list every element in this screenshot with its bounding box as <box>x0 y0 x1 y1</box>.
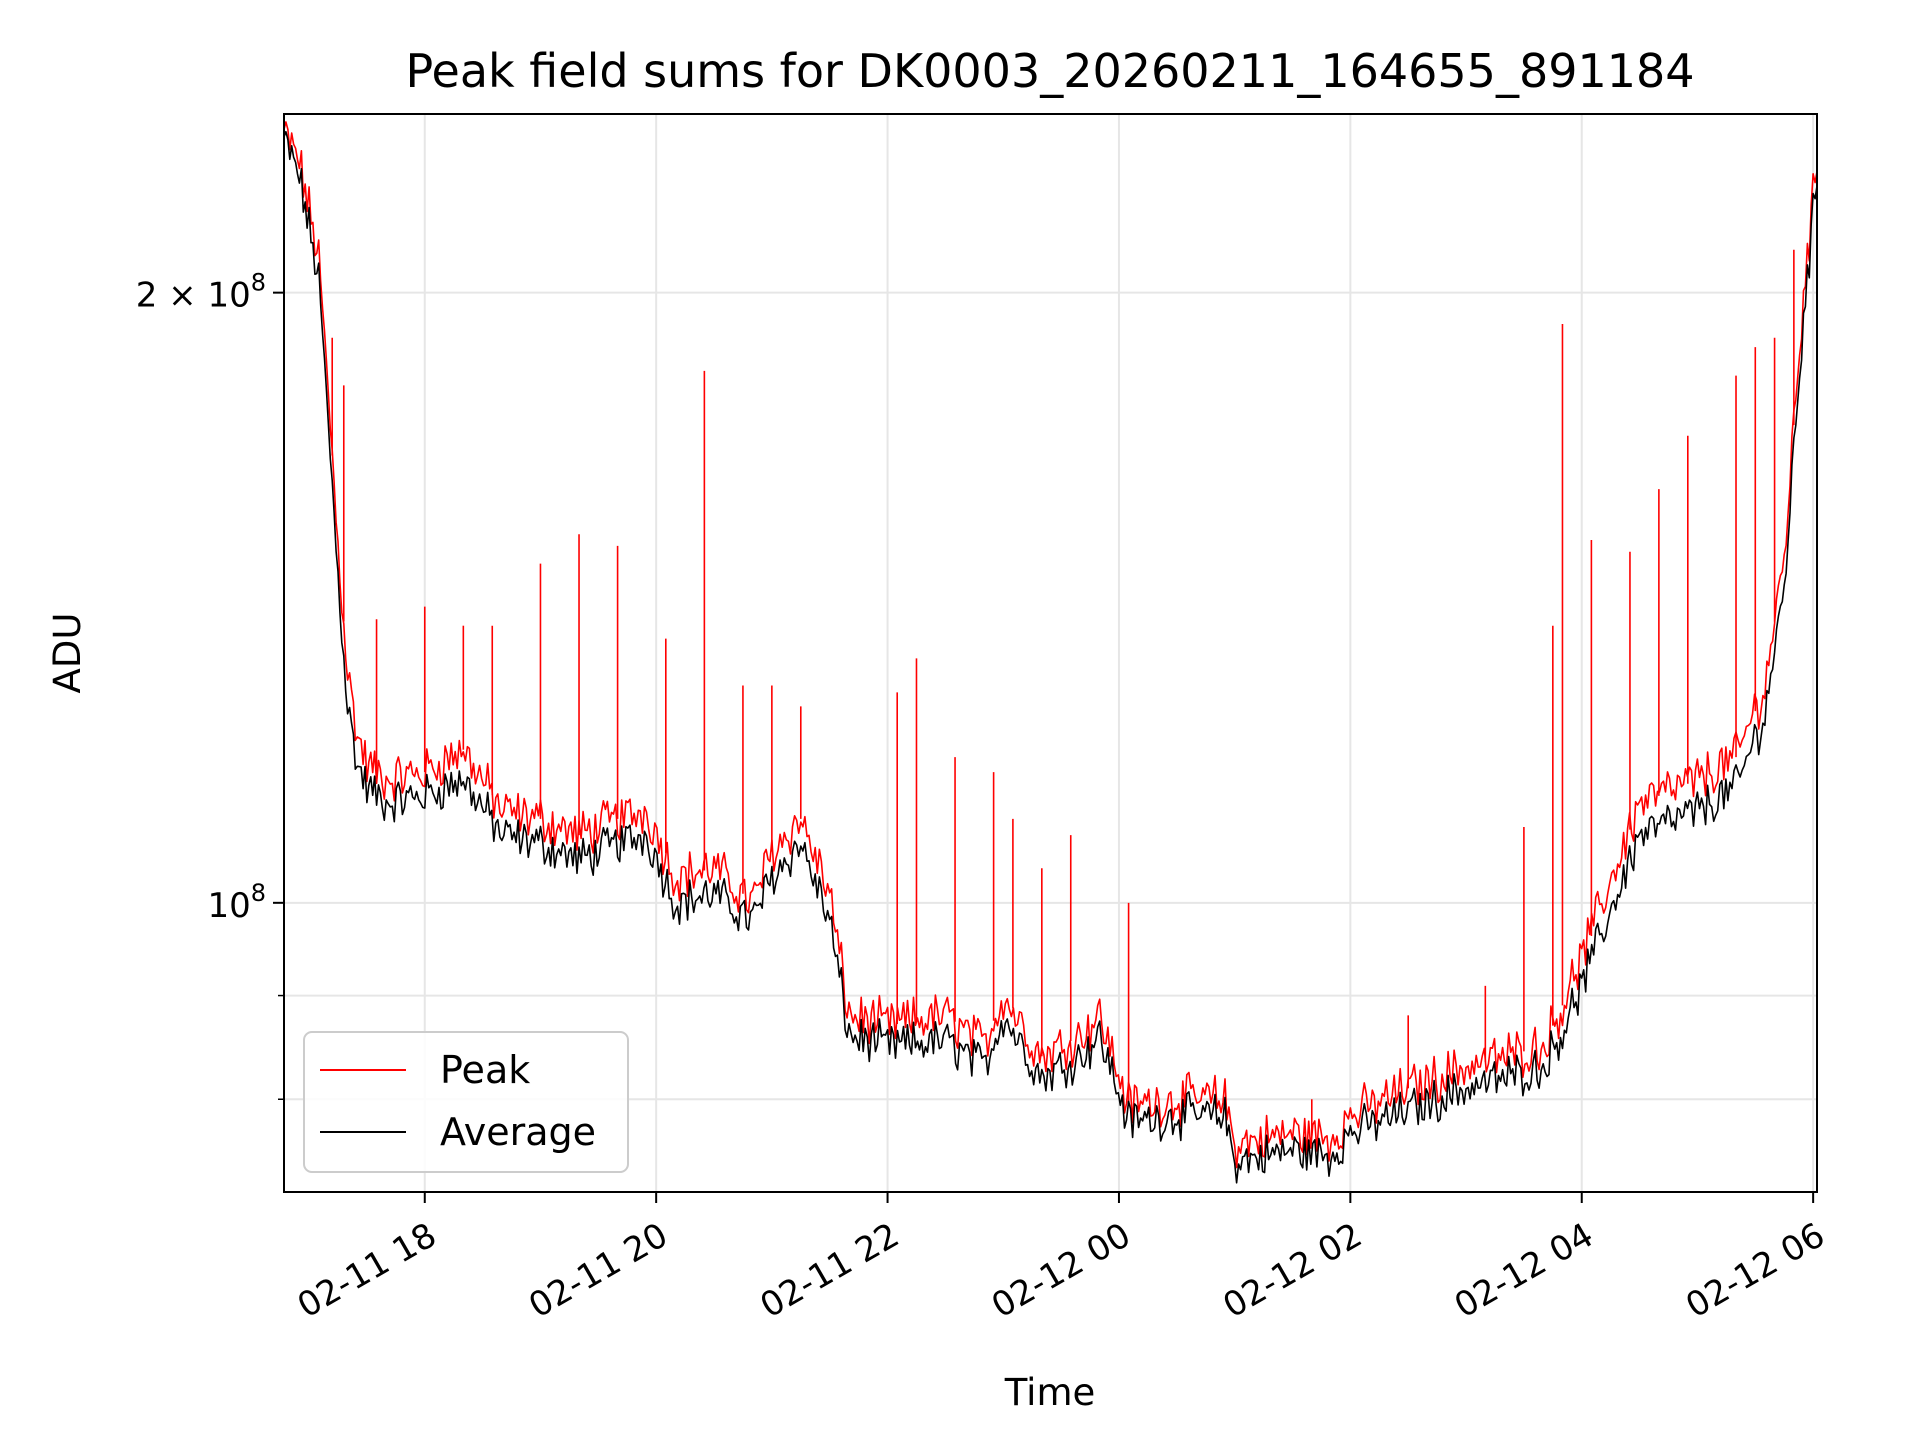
series-group <box>284 121 1817 1184</box>
y-axis-label: ADU <box>46 613 89 694</box>
chart-title: Peak field sums for DK0003_20260211_1646… <box>405 44 1694 98</box>
plot-area <box>284 121 1817 1184</box>
legend-box <box>303 1031 629 1173</box>
series-line-peak <box>284 121 1817 1169</box>
legend: Peak Average <box>303 1031 629 1173</box>
grid <box>284 114 1817 1192</box>
y-tick-base: 10 <box>207 886 250 926</box>
plot-frame <box>283 113 1818 1193</box>
series-line-average <box>284 130 1817 1184</box>
legend-label-peak: Peak <box>440 1048 530 1092</box>
x-axis-label: Time <box>1004 1371 1096 1414</box>
y-tick-base: 2 × 10 <box>136 276 251 316</box>
legend-label-average: Average <box>440 1110 596 1154</box>
y-tick-exponent: 8 <box>251 269 266 297</box>
y-tick-label: 2 × 108 <box>136 269 266 316</box>
y-tick-exponent: 8 <box>251 879 266 907</box>
y-tick-label: 108 <box>207 879 266 926</box>
